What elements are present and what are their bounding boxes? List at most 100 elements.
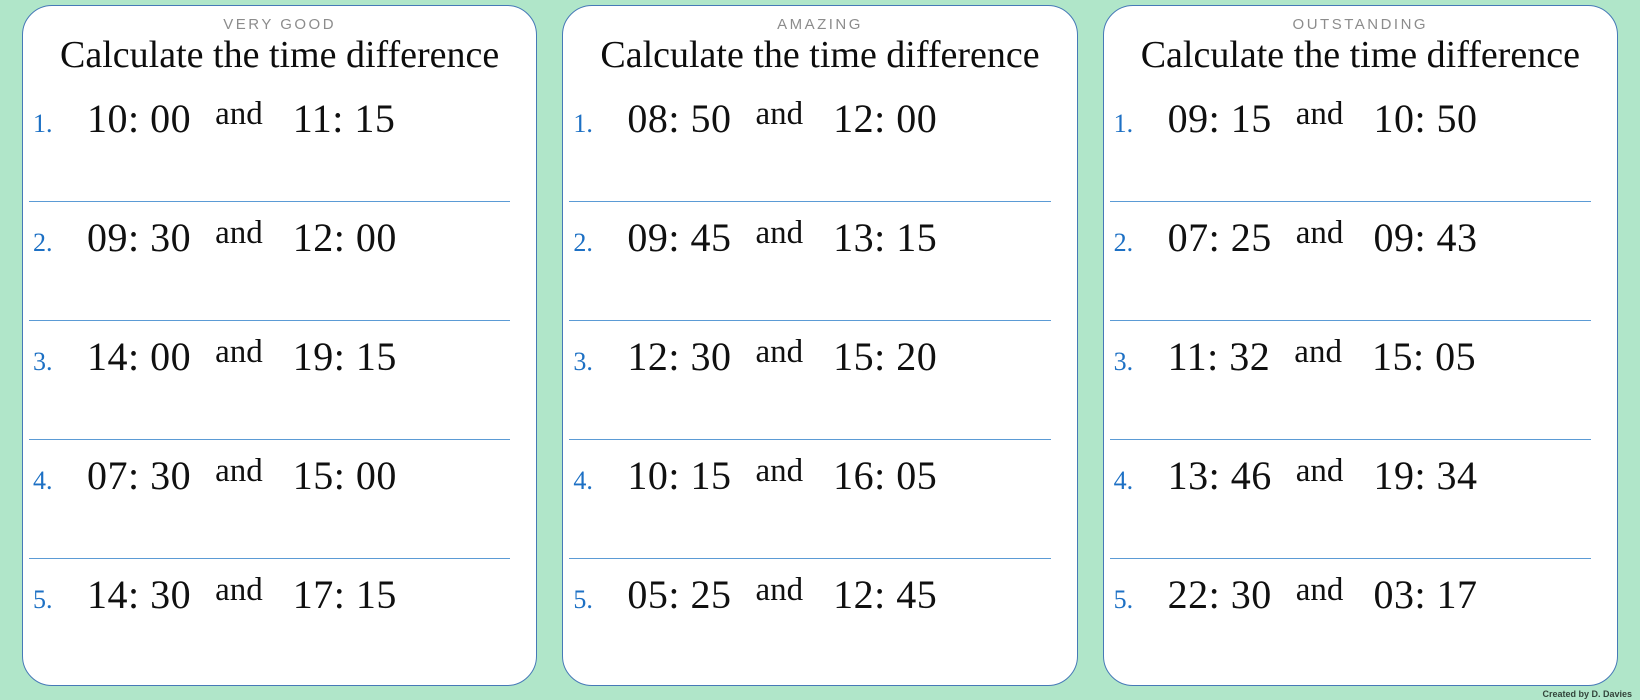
row-divider: [1109, 557, 1591, 559]
item-number: 2.: [33, 227, 53, 257]
item-number: 5.: [1113, 584, 1134, 614]
exercise-row: 5. 14: 30 and 17: 15: [23, 559, 536, 677]
end-time: 10: 50: [1373, 95, 1478, 141]
and-label: and: [1295, 571, 1344, 608]
end-time: 12: 00: [292, 214, 397, 260]
exercise-row: 2. 07: 25 and 09: 43: [1104, 202, 1617, 320]
end-time: 16: 05: [833, 452, 938, 498]
item-number: 5.: [573, 584, 593, 614]
end-time: 19: 15: [292, 333, 397, 379]
start-time: 13: 46: [1167, 452, 1272, 498]
row-divider: [1109, 319, 1591, 321]
end-time: 12: 45: [833, 571, 938, 617]
exercise-list: 1. 09: 15 and 10: 50 2. 07: 25 and 09: 4…: [1104, 83, 1617, 677]
worksheet-title: Calculate the time difference: [60, 34, 500, 77]
start-time: 09: 15: [1167, 95, 1272, 141]
end-time: 03: 17: [1373, 571, 1478, 617]
worksheet-card-very-good: VERY GOOD Calculate the time difference …: [22, 5, 538, 686]
and-label: and: [755, 333, 804, 370]
row-divider: [1109, 438, 1591, 440]
start-time: 10: 00: [87, 95, 192, 141]
item-number: 3.: [1113, 346, 1134, 376]
exercise-row: 3. 12: 30 and 15: 20: [563, 321, 1076, 439]
exercise-row: 1. 09: 15 and 10: 50: [1104, 83, 1617, 201]
and-label: and: [1295, 452, 1344, 489]
and-label: and: [755, 214, 804, 251]
start-time: 22: 30: [1167, 571, 1272, 617]
end-time: 09: 43: [1373, 214, 1478, 260]
row-divider: [29, 319, 511, 321]
and-label: and: [215, 452, 263, 489]
end-time: 13: 15: [833, 214, 938, 260]
exercise-row: 1. 10: 00 and 11: 15: [23, 83, 536, 201]
exercise-row: 2. 09: 45 and 13: 15: [563, 202, 1076, 320]
start-time: 05: 25: [627, 571, 732, 617]
item-number: 1.: [1113, 108, 1134, 138]
and-label: and: [755, 452, 804, 489]
item-number: 4.: [573, 465, 593, 495]
exercise-list: 1. 08: 50 and 12: 00 2. 09: 45 and 13: 1…: [563, 83, 1076, 677]
worksheet-title: Calculate the time difference: [1140, 34, 1580, 77]
difficulty-label: AMAZING: [777, 16, 863, 33]
exercise-row: 5. 05: 25 and 12: 45: [563, 559, 1076, 677]
item-number: 4.: [33, 465, 53, 495]
worksheet-title: Calculate the time difference: [600, 34, 1040, 77]
row-divider: [1109, 200, 1591, 202]
start-time: 09: 30: [87, 214, 192, 260]
end-time: 12: 00: [833, 95, 938, 141]
exercise-row: 1. 08: 50 and 12: 00: [563, 83, 1076, 201]
credit-text: Created by D. Davies: [1542, 689, 1632, 699]
row-divider: [29, 438, 511, 440]
end-time: 17: 15: [292, 571, 397, 617]
start-time: 07: 25: [1167, 214, 1272, 260]
exercise-row: 3. 11: 32 and 15: 05: [1104, 321, 1617, 439]
end-time: 11: 15: [292, 95, 396, 141]
row-divider: [29, 557, 511, 559]
row-divider: [569, 200, 1051, 202]
exercise-row: 4. 07: 30 and 15: 00: [23, 440, 536, 558]
exercise-row: 5. 22: 30 and 03: 17: [1104, 559, 1617, 677]
row-divider: [569, 557, 1051, 559]
and-label: and: [755, 95, 804, 132]
start-time: 08: 50: [627, 95, 732, 141]
item-number: 1.: [33, 108, 53, 138]
start-time: 09: 45: [627, 214, 732, 260]
item-number: 4.: [1113, 465, 1134, 495]
and-label: and: [1295, 95, 1344, 132]
start-time: 10: 15: [627, 452, 732, 498]
difficulty-label: OUTSTANDING: [1292, 16, 1429, 33]
item-number: 1.: [573, 108, 593, 138]
exercise-row: 4. 13: 46 and 19: 34: [1104, 440, 1617, 558]
start-time: 14: 00: [87, 333, 192, 379]
worksheet-card-amazing: AMAZING Calculate the time difference 1.…: [562, 5, 1078, 686]
start-time: 07: 30: [87, 452, 192, 498]
item-number: 3.: [573, 346, 593, 376]
difficulty-label: VERY GOOD: [223, 16, 337, 33]
exercise-row: 2. 09: 30 and 12: 00: [23, 202, 536, 320]
end-time: 15: 20: [833, 333, 938, 379]
and-label: and: [755, 571, 804, 608]
and-label: and: [1294, 333, 1342, 370]
item-number: 3.: [33, 346, 53, 376]
end-time: 15: 00: [292, 452, 397, 498]
and-label: and: [215, 571, 263, 608]
and-label: and: [215, 214, 263, 251]
item-number: 2.: [1113, 227, 1134, 257]
start-time: 12: 30: [627, 333, 732, 379]
item-number: 5.: [33, 584, 53, 614]
row-divider: [569, 319, 1051, 321]
exercise-row: 4. 10: 15 and 16: 05: [563, 440, 1076, 558]
exercise-row: 3. 14: 00 and 19: 15: [23, 321, 536, 439]
worksheet-card-outstanding: OUTSTANDING Calculate the time differenc…: [1102, 5, 1618, 686]
start-time: 11: 32: [1167, 333, 1271, 379]
end-time: 19: 34: [1373, 452, 1478, 498]
end-time: 15: 05: [1371, 333, 1477, 379]
exercise-list: 1. 10: 00 and 11: 15 2. 09: 30 and 12: 0…: [23, 83, 536, 677]
row-divider: [29, 200, 511, 202]
item-number: 2.: [573, 227, 593, 257]
and-label: and: [215, 95, 263, 132]
and-label: and: [215, 333, 263, 370]
row-divider: [569, 438, 1051, 440]
start-time: 14: 30: [87, 571, 192, 617]
